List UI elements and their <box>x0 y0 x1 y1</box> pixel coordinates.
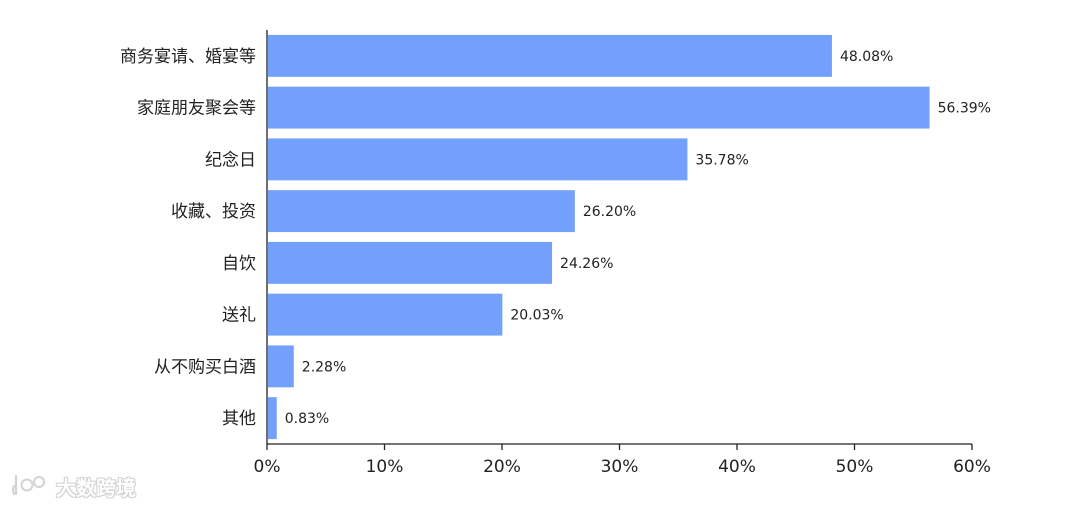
category-label: 自饮 <box>222 254 256 274</box>
category-label: 送礼 <box>222 306 256 326</box>
data-label: 56.39% <box>938 101 991 117</box>
data-label: 2.28% <box>302 359 346 375</box>
category-label: 家庭朋友聚会等 <box>137 99 256 119</box>
data-label: 20.03% <box>510 308 563 324</box>
x-tick-label: 60% <box>953 457 991 477</box>
x-tick-label: 30% <box>601 457 639 477</box>
watermark: 大数跨境 <box>10 470 136 502</box>
watermark-text: 大数跨境 <box>56 475 136 500</box>
bars-group <box>268 34 930 440</box>
bar-6 <box>268 293 503 336</box>
watermark-logo-icon <box>11 474 45 496</box>
x-tick-label: 0% <box>254 457 281 477</box>
bar-3 <box>268 138 688 181</box>
x-tick-label: 40% <box>718 457 756 477</box>
bar-7 <box>268 345 294 388</box>
category-label: 其他 <box>222 409 256 429</box>
category-label: 收藏、投资 <box>171 202 256 222</box>
bar-5 <box>268 241 553 284</box>
data-labels: 48.08% 56.39% 35.78% 26.20% 24.26% 20.03% 2.28… <box>285 49 991 427</box>
category-label: 从不购买白酒 <box>154 357 256 377</box>
data-label: 26.20% <box>583 204 636 220</box>
x-tick-label: 10% <box>366 457 404 477</box>
category-label: 商务宴请、婚宴等 <box>120 47 256 67</box>
data-label: 48.08% <box>840 49 893 65</box>
bar-1 <box>268 34 832 77</box>
x-tick-label: 20% <box>483 457 521 477</box>
bar-4 <box>268 190 575 233</box>
data-label: 35.78% <box>695 152 748 168</box>
data-label: 0.83% <box>285 411 329 427</box>
axes: 0% 10% 20% 30% 40% 50% 60% <box>254 30 991 477</box>
x-tick-label: 50% <box>836 457 874 477</box>
bar-2 <box>268 86 930 129</box>
bar-8 <box>268 397 277 440</box>
category-label: 纪念日 <box>205 149 256 170</box>
data-label: 24.26% <box>560 256 613 272</box>
